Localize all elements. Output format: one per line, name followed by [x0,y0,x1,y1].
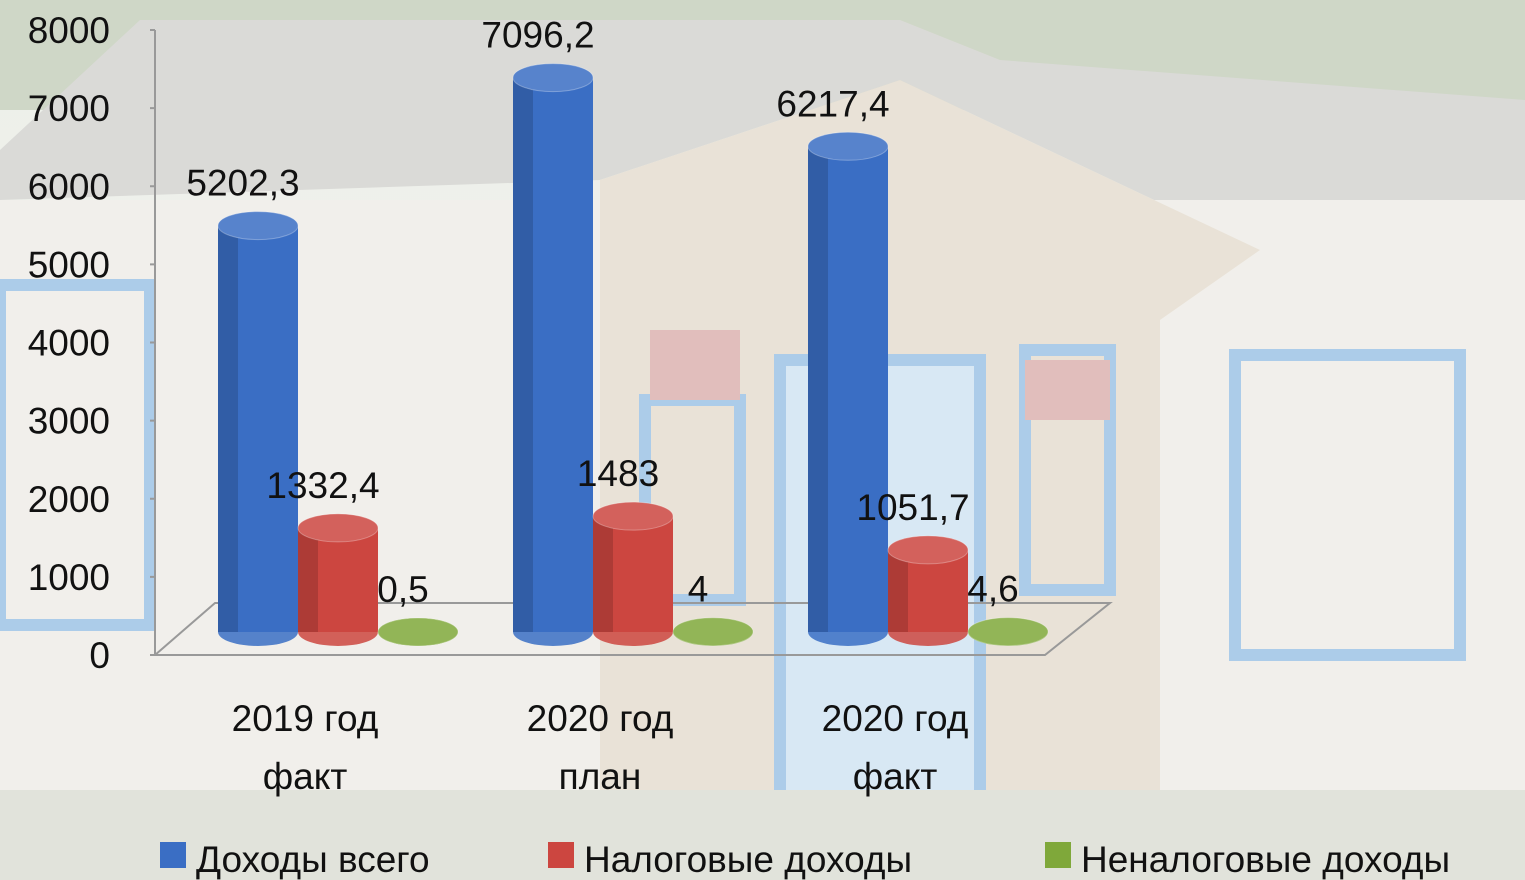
legend-swatch [1045,842,1071,868]
cylinder-top [672,617,754,647]
y-tick-label: 1000 [28,557,110,598]
value-label: 4 [688,569,709,610]
cylinder [967,617,1049,647]
value-label: 1483 [577,453,659,494]
y-tick-label: 4000 [28,323,110,364]
cylinder-top-shine [298,513,378,542]
cylinder-top [887,535,969,565]
y-tick-label: 8000 [28,10,110,51]
cylinder-top-shine [378,617,458,646]
cylinder-top [297,513,379,543]
value-label: 1332,4 [266,465,379,506]
cylinder [887,535,969,646]
legend-label: Налоговые доходы [584,839,912,880]
cylinder-top-shine [968,617,1048,646]
cylinder-shade [808,146,828,632]
cylinder-top-shine [218,211,298,240]
cylinder-top-shine [513,63,593,92]
value-label: 4,6 [967,569,1018,610]
y-tick-label: 2000 [28,479,110,520]
x-tick-label: 2019 год факт [231,698,379,797]
y-tick-label: 6000 [28,166,110,207]
bar [593,516,673,632]
cylinder [592,501,674,646]
bar [298,527,378,632]
legend-swatch [160,842,186,868]
y-tick-label: 0 [89,635,110,676]
cylinder-top [377,617,459,647]
value-label: 5202,3 [186,163,299,204]
cylinder-top [807,131,889,161]
value-label: 1051,7 [856,487,969,528]
cylinder-top [217,211,299,241]
bar [218,225,298,632]
y-tick-label: 3000 [28,401,110,442]
cylinder-top-shine [888,535,968,564]
cylinder-top [512,63,594,93]
x-tick-label: 2020 год факт [821,698,969,797]
cylinder-top-shine [673,617,753,646]
value-label: 6217,4 [776,83,889,124]
x-tick-label: 2020 год план [526,698,674,797]
cylinder-top [592,501,674,531]
cylinder-top-shine [808,132,888,161]
bar [808,146,888,632]
legend-label: Доходы всего [196,839,430,880]
cylinder-shade [298,527,318,632]
bar [513,77,593,632]
cylinder-shade [593,516,613,632]
value-label: 7096,2 [481,15,594,56]
cylinder [672,617,754,647]
cylinder-top-shine [593,502,673,531]
cylinder-shade [218,225,238,632]
cylinder-shade [888,549,908,632]
cylinder [377,617,459,647]
cylinder [512,63,594,646]
cylinder-top [967,617,1049,647]
cylinder-shade [513,77,533,632]
cylinder [297,513,379,646]
y-tick-label: 5000 [28,244,110,285]
legend-label: Неналоговые доходы [1081,839,1450,880]
legend-swatch [548,842,574,868]
cylinder [807,131,889,646]
y-tick-label: 7000 [28,88,110,129]
cylinder [217,211,299,646]
value-label: 0,5 [377,569,428,610]
floor [154,30,1113,656]
